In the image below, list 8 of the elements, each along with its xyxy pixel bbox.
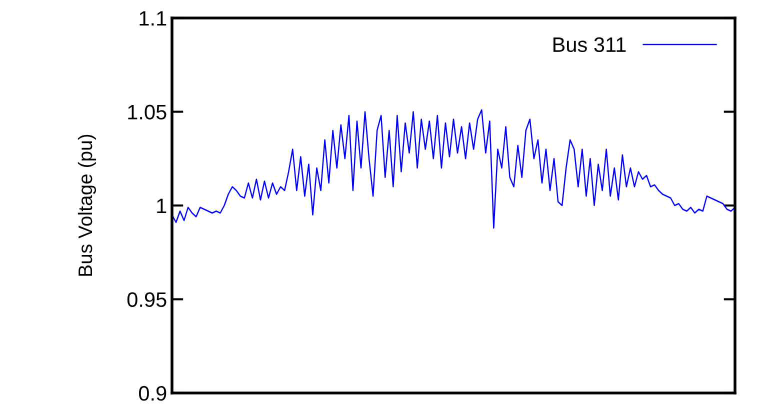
y-tick-label: 1.1 bbox=[140, 11, 166, 26]
legend-label: Bus 311 bbox=[553, 37, 626, 52]
line-series bbox=[172, 109, 735, 229]
y-tick-label: 0.9 bbox=[138, 386, 166, 401]
y-axis-title: Bus Voltage (pu) bbox=[78, 134, 96, 276]
y-tick-label: 0.95 bbox=[127, 292, 166, 308]
y-tick-label: 1.05 bbox=[128, 104, 166, 120]
y-tick-label: 1 bbox=[157, 198, 166, 214]
